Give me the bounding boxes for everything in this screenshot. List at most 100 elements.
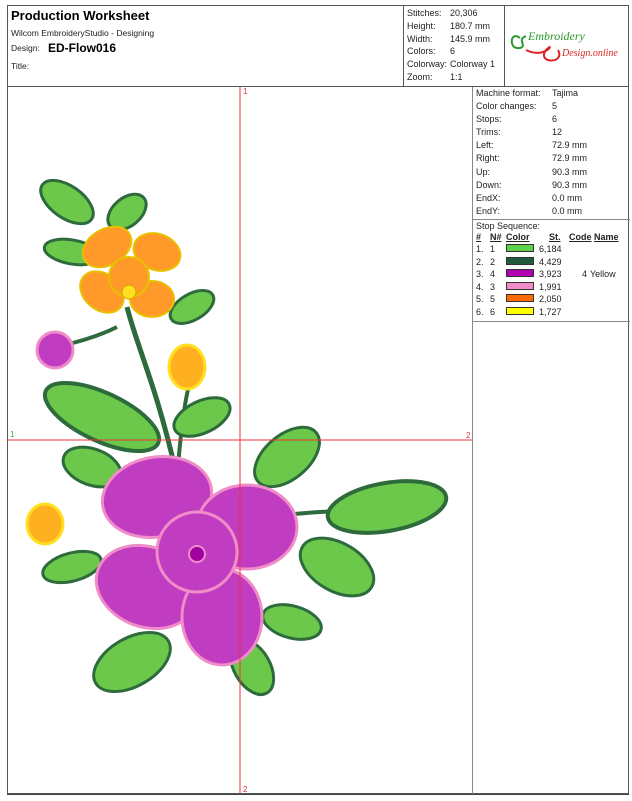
property-key: Right: — [476, 153, 500, 164]
property-row: Up: 90.3 mm — [476, 166, 627, 179]
column-header: St. — [549, 231, 561, 242]
stat-key: Colors: — [407, 46, 436, 57]
color-code: 4 — [581, 269, 587, 280]
stat-value: 1:1 — [450, 71, 463, 82]
property-key: EndX: — [476, 192, 501, 203]
stat-key: Colorway: — [407, 59, 448, 70]
stat-key: Zoom: — [407, 71, 433, 82]
color-name: Yellow — [590, 269, 616, 280]
property-value: 0.0 mm — [552, 205, 583, 216]
stat-row: Zoom: 1:1 — [407, 71, 501, 84]
stitch-count: 6,184 — [539, 244, 562, 255]
table-row: 4. 3 1,991 — [476, 281, 627, 294]
table-row: 3. 4 3,923 4 Yellow — [476, 268, 627, 281]
stat-row: Height: 180.7 mm — [407, 20, 501, 33]
property-key: Left: — [476, 140, 494, 151]
table-row: 1. 1 6,184 — [476, 243, 627, 256]
color-swatch — [506, 306, 534, 315]
logo: Embroidery Design.online — [510, 29, 618, 62]
property-key: Stops: — [476, 114, 502, 125]
needle-number: 2 — [490, 256, 496, 267]
stat-value: 180.7 mm — [450, 20, 491, 31]
column-header: Name — [594, 231, 619, 242]
software-name: Wilcom EmbroideryStudio - Designing — [11, 28, 155, 38]
property-key: Trims: — [476, 127, 501, 138]
needle-number: 4 — [490, 269, 496, 280]
title-label: Title: — [11, 61, 30, 71]
property-row: Right: 72.9 mm — [476, 152, 627, 165]
stat-row: Width: 145.9 mm — [407, 33, 501, 46]
stop-number: 3. — [476, 269, 484, 280]
property-value: 12 — [552, 127, 563, 138]
property-key: Down: — [476, 179, 502, 190]
stat-row: Stitches: 20,306 — [407, 7, 501, 20]
table-row: 2. 2 4,429 — [476, 256, 627, 269]
property-key: Color changes: — [476, 101, 537, 112]
stop-number: 4. — [476, 281, 484, 292]
stat-value: 6 — [450, 46, 456, 57]
logo-text-1: Embroidery — [527, 29, 586, 43]
property-value: 72.9 mm — [552, 140, 588, 151]
property-value: 90.3 mm — [552, 179, 588, 190]
design-label: Design: — [11, 43, 40, 53]
property-value: Tajima — [552, 88, 579, 98]
header-box — [7, 5, 629, 87]
stitch-count: 4,429 — [539, 256, 562, 267]
embroidery-design — [25, 178, 449, 696]
property-key: Up: — [476, 166, 491, 177]
design-preview: 1 2 1 2 — [7, 87, 472, 794]
stop-sequence-title: Stop Sequence: — [476, 220, 541, 231]
color-swatch — [506, 256, 534, 265]
stat-key: Width: — [407, 33, 433, 44]
column-header: Code — [569, 231, 592, 242]
stitch-count: 1,727 — [539, 306, 562, 317]
table-row: 6. 6 1,727 — [476, 306, 627, 319]
crosshair-right-label: 2 — [466, 431, 471, 440]
property-value: 90.3 mm — [552, 166, 588, 177]
stop-number: 5. — [476, 294, 484, 305]
table-row: 5. 5 2,050 — [476, 293, 627, 306]
machine-properties: Machine format: Tajima Color changes: 5 St… — [473, 87, 630, 218]
stop-number: 1. — [476, 244, 484, 255]
property-row: Left: 72.9 mm — [476, 139, 627, 152]
property-row: Down: 90.3 mm — [476, 179, 627, 192]
property-key: EndY: — [476, 205, 501, 216]
column-header: # — [476, 231, 482, 242]
property-key: Machine format: — [476, 88, 541, 98]
stop-sequence-table: Stop Sequence: # N# Color St. Code Name … — [473, 218, 630, 322]
stat-key: Height: — [407, 20, 436, 31]
column-header: Color — [506, 231, 530, 242]
property-value: 0.0 mm — [552, 192, 583, 203]
footer — [7, 794, 629, 801]
color-swatch — [506, 294, 534, 303]
design-stats: Stitches: 20,306 Height: 180.7 mm Width: 14… — [403, 5, 505, 87]
info-panel: Machine format: Tajima Color changes: 5 St… — [472, 87, 630, 794]
color-swatch — [506, 244, 534, 253]
needle-number: 1 — [490, 244, 496, 255]
stitch-count: 1,991 — [539, 281, 562, 292]
property-row: Trims: 12 — [476, 126, 627, 139]
logo-text-2: Design.online — [561, 48, 618, 59]
stat-row: Colors: 6 — [407, 45, 501, 58]
needle-number: 5 — [490, 294, 496, 305]
needle-number: 6 — [490, 306, 496, 317]
crosshair-bottom-label: 2 — [243, 785, 248, 794]
property-value: 72.9 mm — [552, 153, 588, 164]
stop-number: 6. — [476, 306, 484, 317]
property-row: EndY: 0.0 mm — [476, 205, 627, 218]
stat-value: Colorway 1 — [450, 59, 496, 70]
stat-row: Colorway: Colorway 1 — [407, 58, 501, 71]
color-swatch — [506, 281, 534, 290]
stitch-count: 2,050 — [539, 294, 562, 305]
needle-number: 3 — [490, 281, 496, 292]
property-row: Machine format: Tajima — [476, 87, 627, 100]
property-value: 5 — [552, 101, 558, 112]
column-header: N# — [490, 231, 502, 242]
property-value: 6 — [552, 114, 558, 125]
stitch-count: 3,923 — [539, 269, 562, 280]
stat-value: 20,306 — [450, 8, 478, 18]
property-row: Stops: 6 — [476, 113, 627, 126]
property-row: Color changes: 5 — [476, 100, 627, 113]
stat-value: 145.9 mm — [450, 33, 491, 44]
property-row: EndX: 0.0 mm — [476, 192, 627, 205]
